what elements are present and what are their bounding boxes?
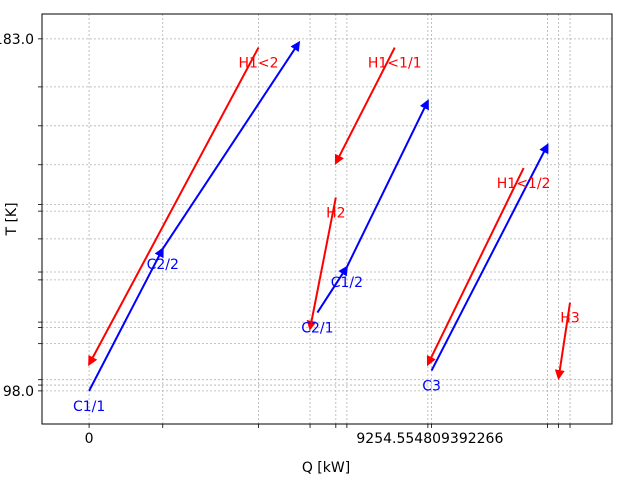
stream-line xyxy=(430,143,549,372)
y-axis-label: T [K] xyxy=(4,202,20,236)
plot-frame xyxy=(41,13,613,425)
x-tick-label: 0 xyxy=(85,431,94,447)
stream-line xyxy=(426,167,525,367)
stream-label: C1/1 xyxy=(73,399,105,415)
stream-label: H2 xyxy=(326,205,345,221)
x-axis-label: Q [kW] xyxy=(302,460,350,476)
stream-label: H1<2 xyxy=(238,56,278,72)
stream-lines xyxy=(88,40,572,392)
stream-line xyxy=(316,265,348,314)
grid-lines xyxy=(42,14,612,424)
stream-label: H3 xyxy=(560,311,579,327)
stream-label: C2/1 xyxy=(301,321,333,337)
stream-label: C1/2 xyxy=(331,275,363,291)
x-tick-label: 9254.554809392266 xyxy=(356,431,503,447)
stream-label: C2/2 xyxy=(147,257,179,273)
stream-label: H1<1/1 xyxy=(368,56,422,72)
y-tick-label: 183.0 xyxy=(0,32,34,48)
stream-line xyxy=(334,47,396,165)
stream-line xyxy=(306,197,337,331)
plot-background xyxy=(42,14,612,424)
stream-line xyxy=(88,247,164,392)
stream-line xyxy=(554,302,572,381)
stream-line xyxy=(88,47,260,367)
stream-line xyxy=(345,99,429,268)
stream-label: H1<1/2 xyxy=(497,176,551,192)
stream-label: C3 xyxy=(422,379,441,395)
y-tick-label: 98.0 xyxy=(3,384,34,400)
axis-ticks: 0 9254.554809392266 98.0 183.0 xyxy=(0,32,571,447)
stream-labels: H1<2 C2/2 C1/1 H1<1/1 H2 C2/1 C1/2 H1<1/2 C3 H3 xyxy=(73,56,580,415)
stream-line xyxy=(161,40,301,250)
